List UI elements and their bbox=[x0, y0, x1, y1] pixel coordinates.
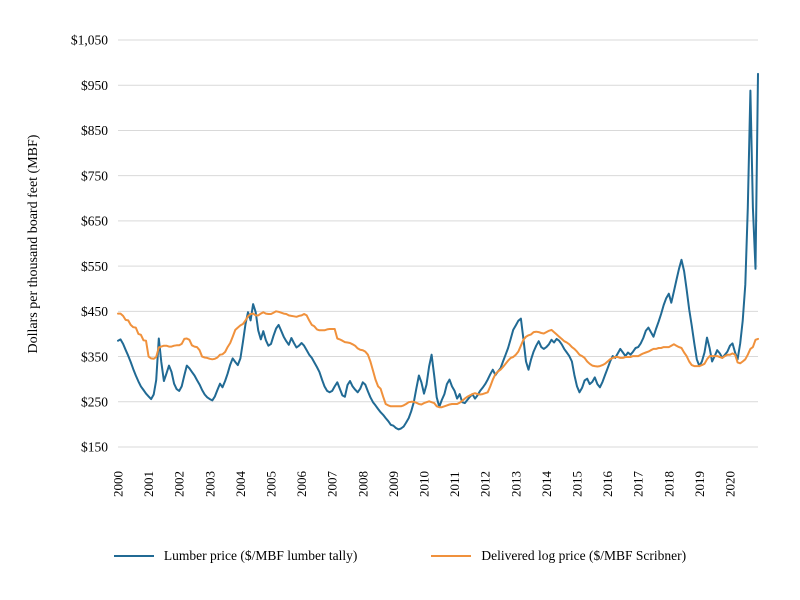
x-tick-label: 2000 bbox=[111, 471, 126, 497]
y-tick-label: $350 bbox=[81, 349, 108, 364]
price-line-chart: $150 $250 $350 $450 $550 $650 $750 $850 $950 $1,0… bbox=[26, 33, 759, 498]
y-tick-label: $1,050 bbox=[71, 33, 108, 48]
x-tick-label: 2020 bbox=[722, 471, 737, 497]
y-axis-title: Dollars per thousand board feet (MBF) bbox=[26, 134, 41, 353]
x-tick-label: 2018 bbox=[661, 471, 676, 497]
x-tick-label: 2001 bbox=[141, 471, 156, 497]
y-tick-label: $750 bbox=[81, 168, 108, 183]
y-tick-label: $650 bbox=[81, 214, 108, 229]
x-tick-label: 2007 bbox=[325, 471, 340, 498]
gridlines bbox=[118, 39, 758, 448]
legend-item-delivered-log-price: Delivered log price ($/MBF Scribner) bbox=[431, 548, 686, 564]
y-tick-label: $950 bbox=[81, 78, 108, 93]
lumber-price-line-swatch bbox=[113, 554, 154, 558]
x-tick-label: 2019 bbox=[692, 471, 707, 497]
x-tick-label: 2006 bbox=[294, 471, 309, 498]
x-tick-label: 2017 bbox=[631, 471, 646, 498]
x-tick-label: 2016 bbox=[600, 471, 615, 498]
delivered-log-price-line-swatch bbox=[431, 554, 472, 558]
y-tick-label: $450 bbox=[81, 304, 108, 319]
x-tick-label: 2009 bbox=[386, 471, 401, 497]
y-tick-label: $550 bbox=[81, 259, 108, 274]
x-tick-label: 2013 bbox=[508, 471, 523, 497]
legend-label-delivered-log-price: Delivered log price ($/MBF Scribner) bbox=[481, 548, 687, 563]
legend-label-lumber-price: Lumber price ($/MBF lumber tally) bbox=[163, 548, 358, 563]
x-tick-label: 2010 bbox=[416, 471, 431, 497]
y-tick-label: $850 bbox=[81, 123, 108, 138]
y-axis-tick-labels: $150 $250 $350 $450 $550 $650 $750 $850 $950 $1,0… bbox=[71, 33, 108, 455]
y-tick-label: $150 bbox=[81, 440, 108, 455]
series-lines bbox=[117, 72, 759, 431]
x-tick-label: 2008 bbox=[355, 471, 370, 497]
legend-item-lumber-price: Lumber price ($/MBF lumber tally) bbox=[113, 548, 358, 564]
x-tick-label: 2005 bbox=[263, 471, 278, 497]
x-tick-label: 2003 bbox=[202, 471, 217, 497]
x-tick-label: 2012 bbox=[478, 471, 493, 497]
y-tick-label: $250 bbox=[81, 395, 108, 410]
x-tick-label: 2002 bbox=[172, 471, 187, 497]
series-line-lumber-price bbox=[117, 72, 759, 431]
x-tick-label: 2015 bbox=[569, 471, 584, 497]
x-tick-label: 2011 bbox=[447, 471, 462, 497]
x-tick-label: 2014 bbox=[539, 471, 554, 498]
x-tick-label: 2004 bbox=[233, 471, 248, 498]
series-line-delivered-log-price bbox=[117, 310, 759, 409]
x-axis-tick-labels: 2000 2001 2002 2003 2004 2005 2006 2007 2008 2009… bbox=[111, 471, 738, 498]
chart-legend: Lumber price ($/MBF lumber tally) Delive… bbox=[0, 548, 800, 564]
